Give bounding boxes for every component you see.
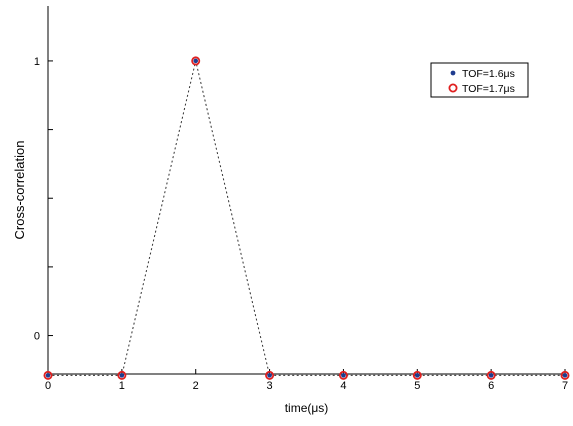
- legend-marker-tof-1-6: [450, 70, 456, 76]
- legend-label-tof-1-7: TOF=1.7μs: [462, 83, 515, 95]
- point-tof-1-6: [341, 373, 346, 378]
- x-tick-label: 2: [193, 380, 199, 392]
- x-axis-label: time(μs): [285, 401, 329, 415]
- point-tof-1-7: [412, 370, 422, 380]
- x-tick-label: 0: [45, 380, 51, 392]
- point-tof-1-7: [191, 56, 201, 66]
- x-tick-label: 1: [119, 380, 125, 392]
- point-tof-1-6: [119, 373, 125, 378]
- point-tof-1-7: [338, 370, 348, 380]
- dotted-line: [48, 60, 565, 376]
- x-tick-label: 3: [267, 380, 273, 392]
- legend-box: [430, 62, 529, 98]
- point-tof-1-6: [488, 373, 494, 378]
- x-tick-label: 6: [488, 380, 494, 392]
- axis-labels: 0 1 2 3 4 5 6 7 0 1 time(μs) Cross-correlation: [12, 56, 568, 415]
- x-tick-label: 4: [340, 380, 346, 392]
- point-tof-1-6: [193, 58, 199, 64]
- point-tof-1-6: [267, 373, 272, 378]
- point-tof-1-7: [43, 370, 53, 380]
- y-tick-label: 0: [34, 331, 40, 343]
- data-points: [43, 56, 570, 380]
- x-tick-label: 7: [562, 380, 568, 392]
- y-tick-label: 1: [34, 56, 40, 68]
- point-tof-1-6: [45, 373, 51, 378]
- point-tof-1-7: [486, 370, 496, 380]
- dotted-connecting-line: [48, 60, 565, 376]
- legend-marker-tof-1-7: [448, 83, 458, 93]
- point-tof-1-6: [562, 373, 568, 378]
- axes: [47, 6, 566, 375]
- point-tof-1-7: [265, 370, 275, 380]
- point-tof-1-7: [117, 370, 127, 380]
- legend-label-tof-1-6: TOF=1.6μs: [462, 68, 515, 80]
- point-tof-1-7: [560, 370, 570, 380]
- x-tick-label: 5: [414, 380, 420, 392]
- y-axis-label: Cross-correlation: [12, 141, 27, 240]
- legend: TOF=1.6μs TOF=1.7μs: [430, 62, 529, 98]
- point-tof-1-6: [414, 373, 420, 378]
